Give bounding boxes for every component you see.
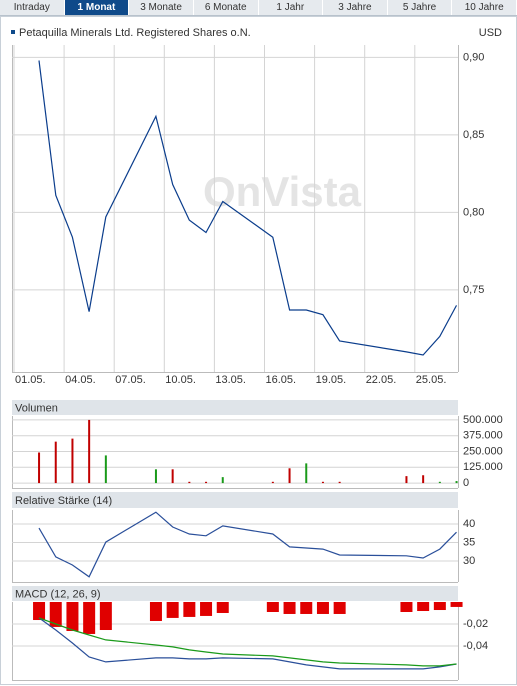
bar xyxy=(200,602,213,616)
y-tick-label: 30 xyxy=(463,555,475,567)
y-tick-label: 40 xyxy=(463,518,475,530)
bar xyxy=(205,481,208,484)
y-tick-label: 125.000 xyxy=(463,461,503,473)
x-tick-label: 16.05. xyxy=(266,374,297,386)
bar xyxy=(417,602,430,612)
y-tick-label: 35 xyxy=(463,536,475,548)
bar xyxy=(271,481,274,484)
bar xyxy=(405,476,408,484)
bar xyxy=(154,469,157,484)
line xyxy=(38,617,457,670)
y-tick-label: 0,80 xyxy=(463,206,484,218)
tab[interactable]: 1 Jahr xyxy=(259,0,324,15)
x-tick-label: 19.05. xyxy=(316,374,347,386)
panel-title: MACD (12, 26, 9) xyxy=(15,588,101,600)
bar xyxy=(38,452,41,484)
bar xyxy=(49,602,62,627)
y-tick-label: 500.000 xyxy=(463,414,503,426)
bar xyxy=(438,481,441,484)
panel-title: Volumen xyxy=(15,402,58,414)
panel-header xyxy=(12,492,458,508)
bar xyxy=(283,602,296,614)
x-tick-label: 13.05. xyxy=(215,374,246,386)
bar xyxy=(188,481,191,484)
y-tick-label: 250.000 xyxy=(463,445,503,457)
bar xyxy=(54,441,57,484)
bar xyxy=(99,602,112,631)
chart-title: Petaquilla Minerals Ltd. Registered Shar… xyxy=(19,27,251,39)
bar xyxy=(422,475,425,484)
bar xyxy=(316,602,329,614)
y-tick-label: 0,75 xyxy=(463,284,484,296)
y-tick-label: -0,04 xyxy=(463,640,488,652)
bar xyxy=(333,602,346,614)
tab[interactable]: 3 Monate xyxy=(129,0,194,15)
bar xyxy=(166,602,179,618)
bar xyxy=(433,602,446,611)
bar xyxy=(400,602,413,612)
x-tick-label: 07.05. xyxy=(115,374,146,386)
bullet xyxy=(11,30,15,34)
bar xyxy=(221,477,224,484)
x-tick-label: 04.05. xyxy=(65,374,96,386)
tab[interactable]: 3 Jahre xyxy=(323,0,388,15)
line xyxy=(38,617,457,667)
bar xyxy=(183,602,196,617)
bar xyxy=(321,481,324,484)
tab[interactable]: 1 Monat xyxy=(64,0,130,15)
x-tick-label: 25.05. xyxy=(416,374,447,386)
bar xyxy=(66,602,79,632)
bar xyxy=(305,463,308,484)
panel-header xyxy=(12,400,458,415)
panel-title: Relative Stärke (14) xyxy=(15,495,112,507)
tab[interactable]: 5 Jahre xyxy=(388,0,453,15)
x-tick-label: 01.05. xyxy=(15,374,46,386)
tab[interactable]: Intraday xyxy=(0,0,65,15)
bar xyxy=(455,481,458,484)
panel-header xyxy=(12,586,458,601)
watermark: OnVista xyxy=(203,168,362,215)
bar xyxy=(71,438,74,484)
bar xyxy=(216,602,229,613)
bar xyxy=(450,602,463,607)
tab-bar: Intraday 1 Monat 3 Monate 6 Monate 1 Jahr 3 J… xyxy=(0,0,517,16)
bar xyxy=(33,602,46,621)
y-tick-label: 0,85 xyxy=(463,129,484,141)
line xyxy=(38,60,458,356)
line xyxy=(38,511,457,578)
bar xyxy=(171,469,174,484)
y-tick-label: -0,02 xyxy=(463,618,488,630)
bar xyxy=(88,419,91,484)
currency: USD xyxy=(479,27,502,39)
tab[interactable]: 6 Monate xyxy=(194,0,259,15)
y-tick-label: 375.000 xyxy=(463,430,503,442)
bar xyxy=(83,602,96,634)
bar xyxy=(149,602,162,622)
bar xyxy=(266,602,279,612)
frame xyxy=(0,16,517,685)
bar xyxy=(104,455,107,484)
bar xyxy=(338,481,341,484)
y-tick-label: 0 xyxy=(463,477,469,489)
x-tick-label: 22.05. xyxy=(366,374,397,386)
y-tick-label: 0,90 xyxy=(463,51,484,63)
bar xyxy=(288,468,291,484)
x-tick-label: 10.05. xyxy=(165,374,196,386)
bar xyxy=(300,602,313,614)
